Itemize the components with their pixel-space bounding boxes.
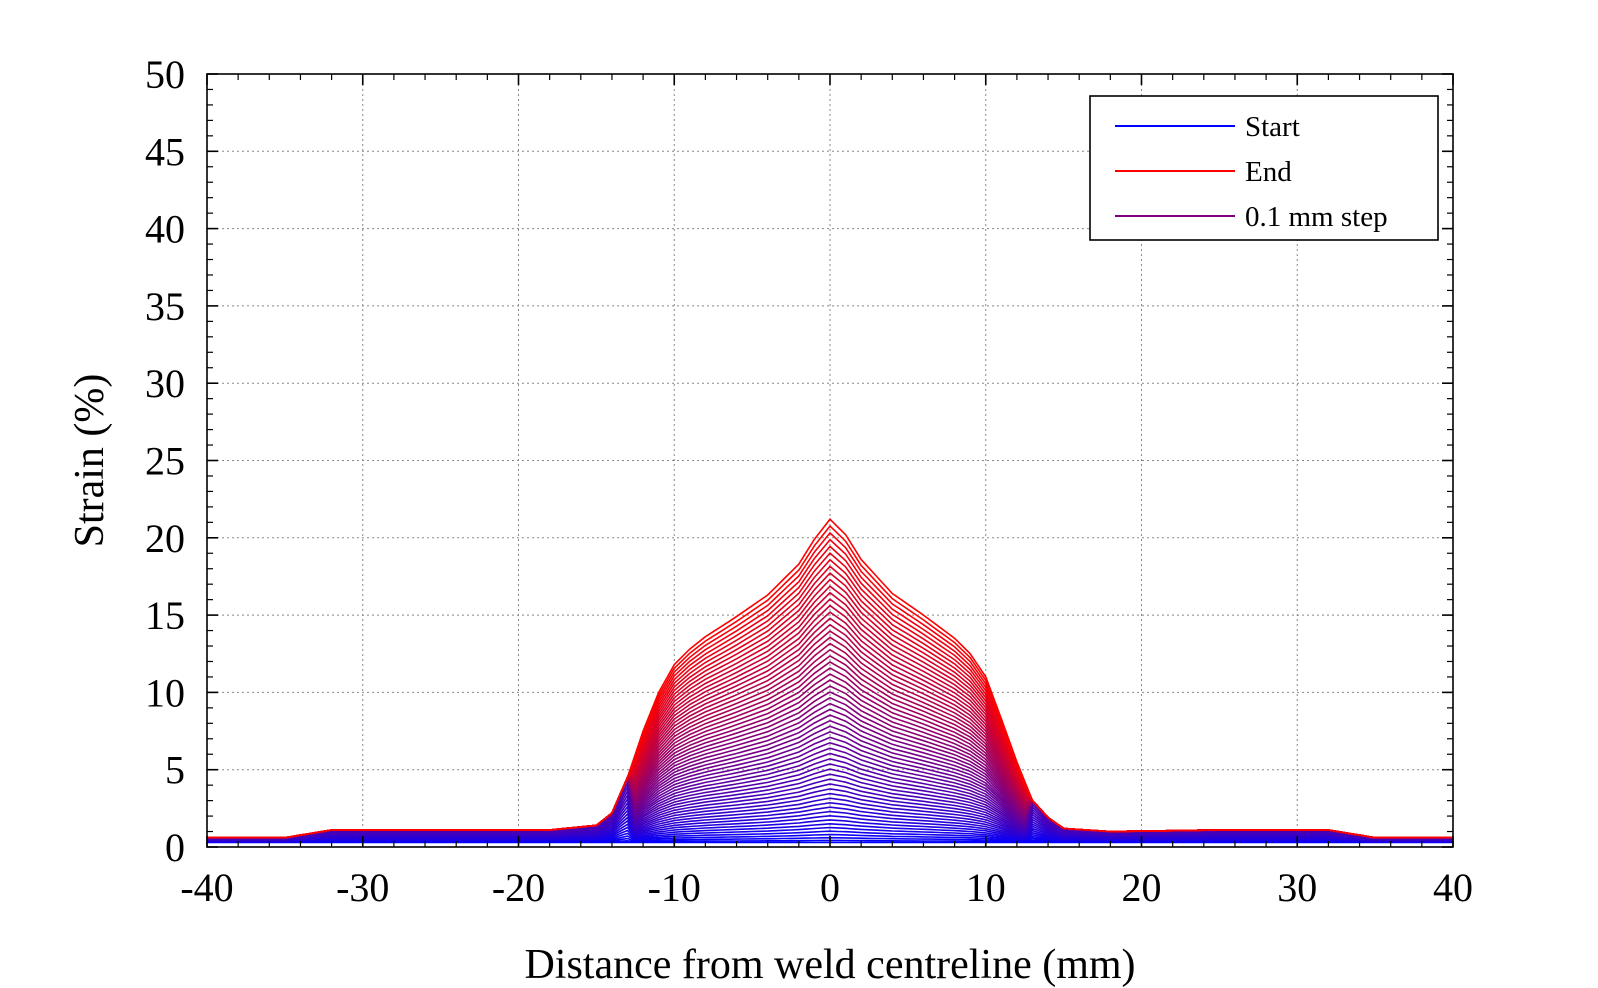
legend-label: 0.1 mm step [1245,201,1388,233]
y-tick-label: 20 [145,516,185,561]
grid [207,74,1453,847]
y-tick-label: 40 [145,207,185,252]
y-tick-label: 15 [145,593,185,638]
y-axis-title: Strain (%) [67,374,113,548]
series-line-step [207,736,1453,839]
x-tick-label: 30 [1277,865,1317,910]
y-tick-label: 50 [145,52,185,97]
x-tick-label: -20 [492,865,545,910]
series-line-step [207,565,1453,839]
y-tick-label: 10 [145,670,185,715]
x-tick-label: -30 [336,865,389,910]
y-tick-label: 45 [145,129,185,174]
y-tick-labels: 0 5 10 15 20 25 30 35 40 45 50 [145,52,185,870]
x-tick-label: 20 [1122,865,1162,910]
x-tick-labels: -40 -30 -20 -10 0 10 20 30 40 [180,865,1473,910]
x-tick-label: -10 [648,865,701,910]
legend: Start End 0.1 mm step [1089,95,1439,241]
x-tick-label: 40 [1433,865,1473,910]
legend-label: End [1245,156,1292,188]
series-line-step [207,773,1453,840]
x-axis-title: Distance from weld centreline (mm) [524,942,1135,988]
y-tick-label: 25 [145,439,185,484]
series-line-end [207,517,1453,839]
series-line-step [207,696,1453,839]
curves [207,517,1453,844]
axis-ticks [206,73,1454,848]
legend-label: Start [1245,111,1300,143]
y-tick-label: 5 [165,748,185,793]
x-tick-label: 10 [966,865,1006,910]
y-tick-label: 0 [165,825,185,870]
x-tick-label: 0 [820,865,840,910]
y-tick-label: 35 [145,284,185,329]
y-tick-label: 30 [145,361,185,406]
x-tick-label: -40 [180,865,233,910]
series-line-step [207,558,1453,839]
